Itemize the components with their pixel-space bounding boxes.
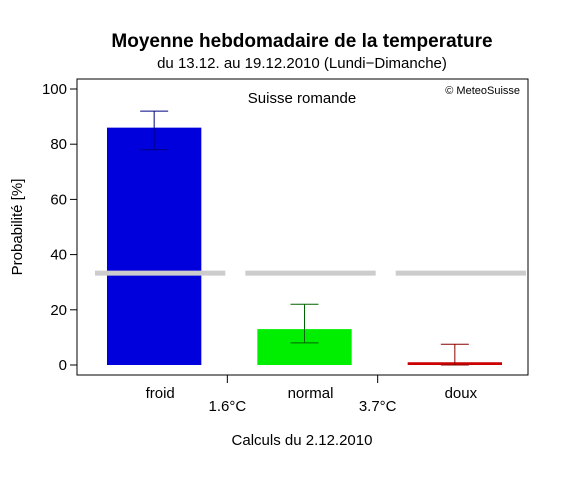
y-tick-label-5: 100 <box>42 81 67 98</box>
y-tick-label-4: 80 <box>50 136 67 153</box>
y-tick-label-1: 20 <box>50 302 67 319</box>
y-tick-label-2: 40 <box>50 247 67 264</box>
y-tick-label-0: 0 <box>59 357 67 374</box>
chart-subtitle: du 13.12. au 19.12.2010 (Lundi−Dimanche) <box>157 55 447 72</box>
chart-title: Moyenne hebdomadaire de la temperature <box>111 31 492 52</box>
x-axis-label: Calculs du 2.12.2010 <box>232 432 373 449</box>
threshold-label-0: 1.6°C <box>208 398 246 415</box>
y-tick-label-3: 60 <box>50 191 67 208</box>
region-label: Suisse romande <box>248 90 356 107</box>
category-label-froid: froid <box>146 385 175 402</box>
bar-froid <box>107 127 202 365</box>
category-label-doux: doux <box>445 385 478 402</box>
y-axis-label: Probabilité [%] <box>9 179 26 276</box>
copyright-label: © MeteoSuisse <box>445 85 520 97</box>
threshold-label-1: 3.7°C <box>359 398 397 415</box>
plot-frame <box>76 78 529 376</box>
category-label-normal: normal <box>288 385 334 402</box>
